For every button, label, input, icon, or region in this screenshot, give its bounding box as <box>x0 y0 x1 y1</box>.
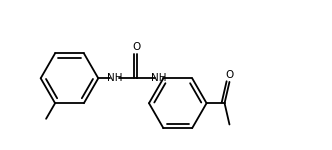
Text: NH: NH <box>107 73 123 83</box>
Text: NH: NH <box>151 73 167 83</box>
Text: O: O <box>225 70 234 80</box>
Text: O: O <box>133 42 141 52</box>
